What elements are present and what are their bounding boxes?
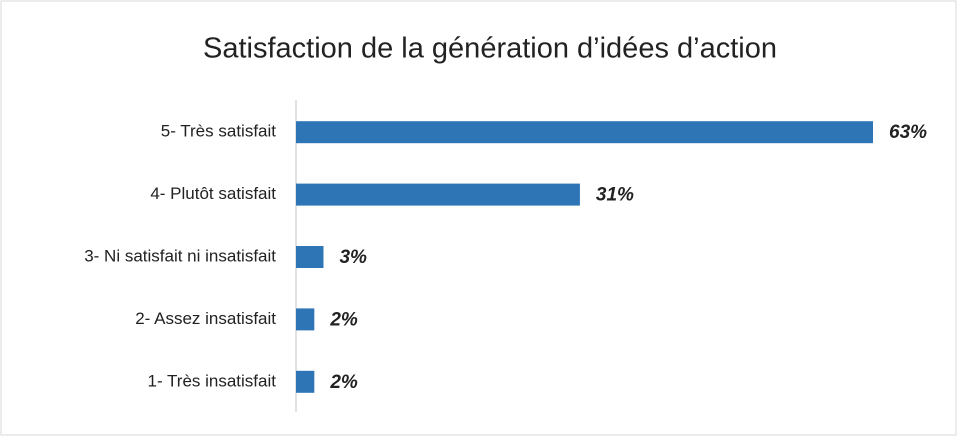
bar xyxy=(296,183,580,206)
bar xyxy=(296,370,315,393)
y-tick-label: 3- Ni satisfait ni insatisfait xyxy=(84,246,276,265)
value-label: 31% xyxy=(596,185,634,206)
bar xyxy=(296,308,315,331)
bar xyxy=(296,121,873,144)
value-label: 63% xyxy=(889,122,927,143)
y-tick-label: 4- Plutôt satisfait xyxy=(150,184,276,203)
y-tick-label: 1- Très insatisfait xyxy=(148,371,277,390)
value-label: 2% xyxy=(329,372,358,393)
y-tick-label: 2- Assez insatisfait xyxy=(135,309,276,328)
bar xyxy=(296,246,324,268)
value-label: 3% xyxy=(339,247,367,268)
value-label: 2% xyxy=(329,309,358,330)
chart-title: Satisfaction de la génération d’idées d’… xyxy=(203,33,777,65)
y-tick-label: 5- Très satisfait xyxy=(161,122,277,141)
